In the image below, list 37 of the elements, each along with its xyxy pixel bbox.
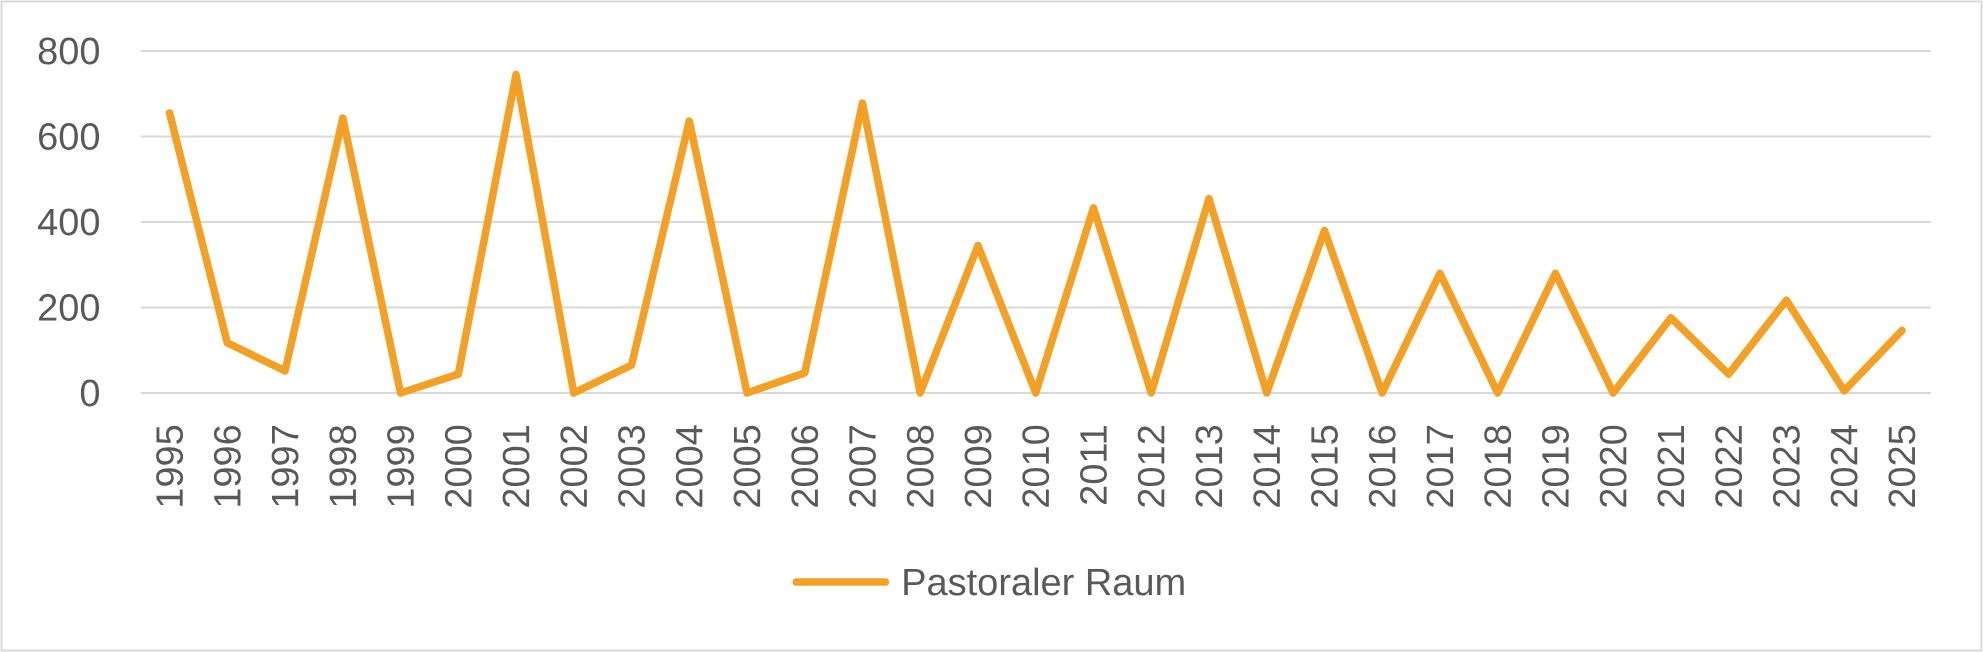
x-tick-label: 2010 [1022, 425, 1050, 507]
y-tick-label: 600 [39, 123, 100, 150]
x-tick-label: 2009 [964, 426, 992, 507]
x-tick-label: 2023 [1772, 425, 1800, 507]
x-tick-label: 1998 [329, 425, 357, 506]
x-tick-label: 2000 [444, 425, 472, 507]
x-tick-label: 2017 [1426, 426, 1454, 507]
x-tick-label: 2015 [1311, 425, 1338, 507]
y-tick-label: 0 [80, 379, 100, 407]
y-tick-label: 800 [38, 37, 100, 65]
x-tick-label: 2004 [675, 425, 703, 507]
x-tick-label: 2014 [1253, 425, 1281, 507]
x-tick-label: 2024 [1830, 425, 1858, 507]
x-tick-label: 2005 [733, 425, 761, 507]
x-tick-label: 2016 [1368, 425, 1396, 507]
x-tick-label: 1996 [213, 425, 241, 506]
x-tick-label: 2008 [906, 425, 934, 507]
x-tick-label: 1997 [271, 426, 299, 506]
x-tick-label: 2020 [1599, 425, 1627, 507]
y-tick-label: 200 [39, 294, 100, 321]
x-tick-label: 2018 [1484, 425, 1512, 507]
y-tick-label: 400 [37, 208, 100, 236]
x-tick-label: 2011 [1080, 426, 1107, 504]
x-tick-label: 1995 [156, 425, 184, 506]
x-tick-label: 2003 [618, 425, 645, 507]
x-tick-label: 2022 [1715, 426, 1743, 507]
x-tick-label: 1999 [387, 426, 415, 506]
x-tick-label: 2021 [1657, 426, 1685, 507]
x-tick-label: 2019 [1541, 426, 1569, 507]
x-tick-label: 2002 [560, 426, 588, 507]
x-tick-label: 2007 [849, 426, 876, 507]
x-tick-label: 2025 [1888, 425, 1916, 507]
x-tick-label: 2013 [1195, 425, 1223, 507]
x-tick-label: 2006 [791, 425, 819, 507]
x-tick-label: 2001 [502, 426, 530, 507]
legend-label: Pastoraler Raum [904, 567, 1184, 596]
x-tick-label: 2012 [1137, 426, 1165, 507]
